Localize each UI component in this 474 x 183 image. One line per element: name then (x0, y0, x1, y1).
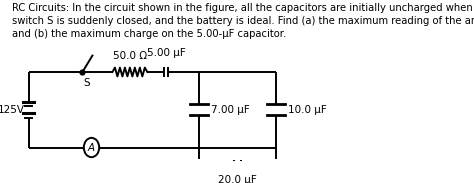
Text: S: S (84, 78, 91, 88)
Text: 125V: 125V (0, 105, 25, 115)
Text: 50.0 Ω: 50.0 Ω (113, 51, 147, 61)
Text: RC Circuits: In the circuit shown in the figure, all the capacitors are initiall: RC Circuits: In the circuit shown in the… (12, 3, 474, 39)
Text: 5.00 μF: 5.00 μF (147, 48, 185, 58)
Text: 7.00 μF: 7.00 μF (211, 105, 249, 115)
Text: 20.0 μF: 20.0 μF (218, 175, 257, 183)
Text: A: A (88, 143, 95, 152)
Text: 10.0 μF: 10.0 μF (288, 105, 326, 115)
